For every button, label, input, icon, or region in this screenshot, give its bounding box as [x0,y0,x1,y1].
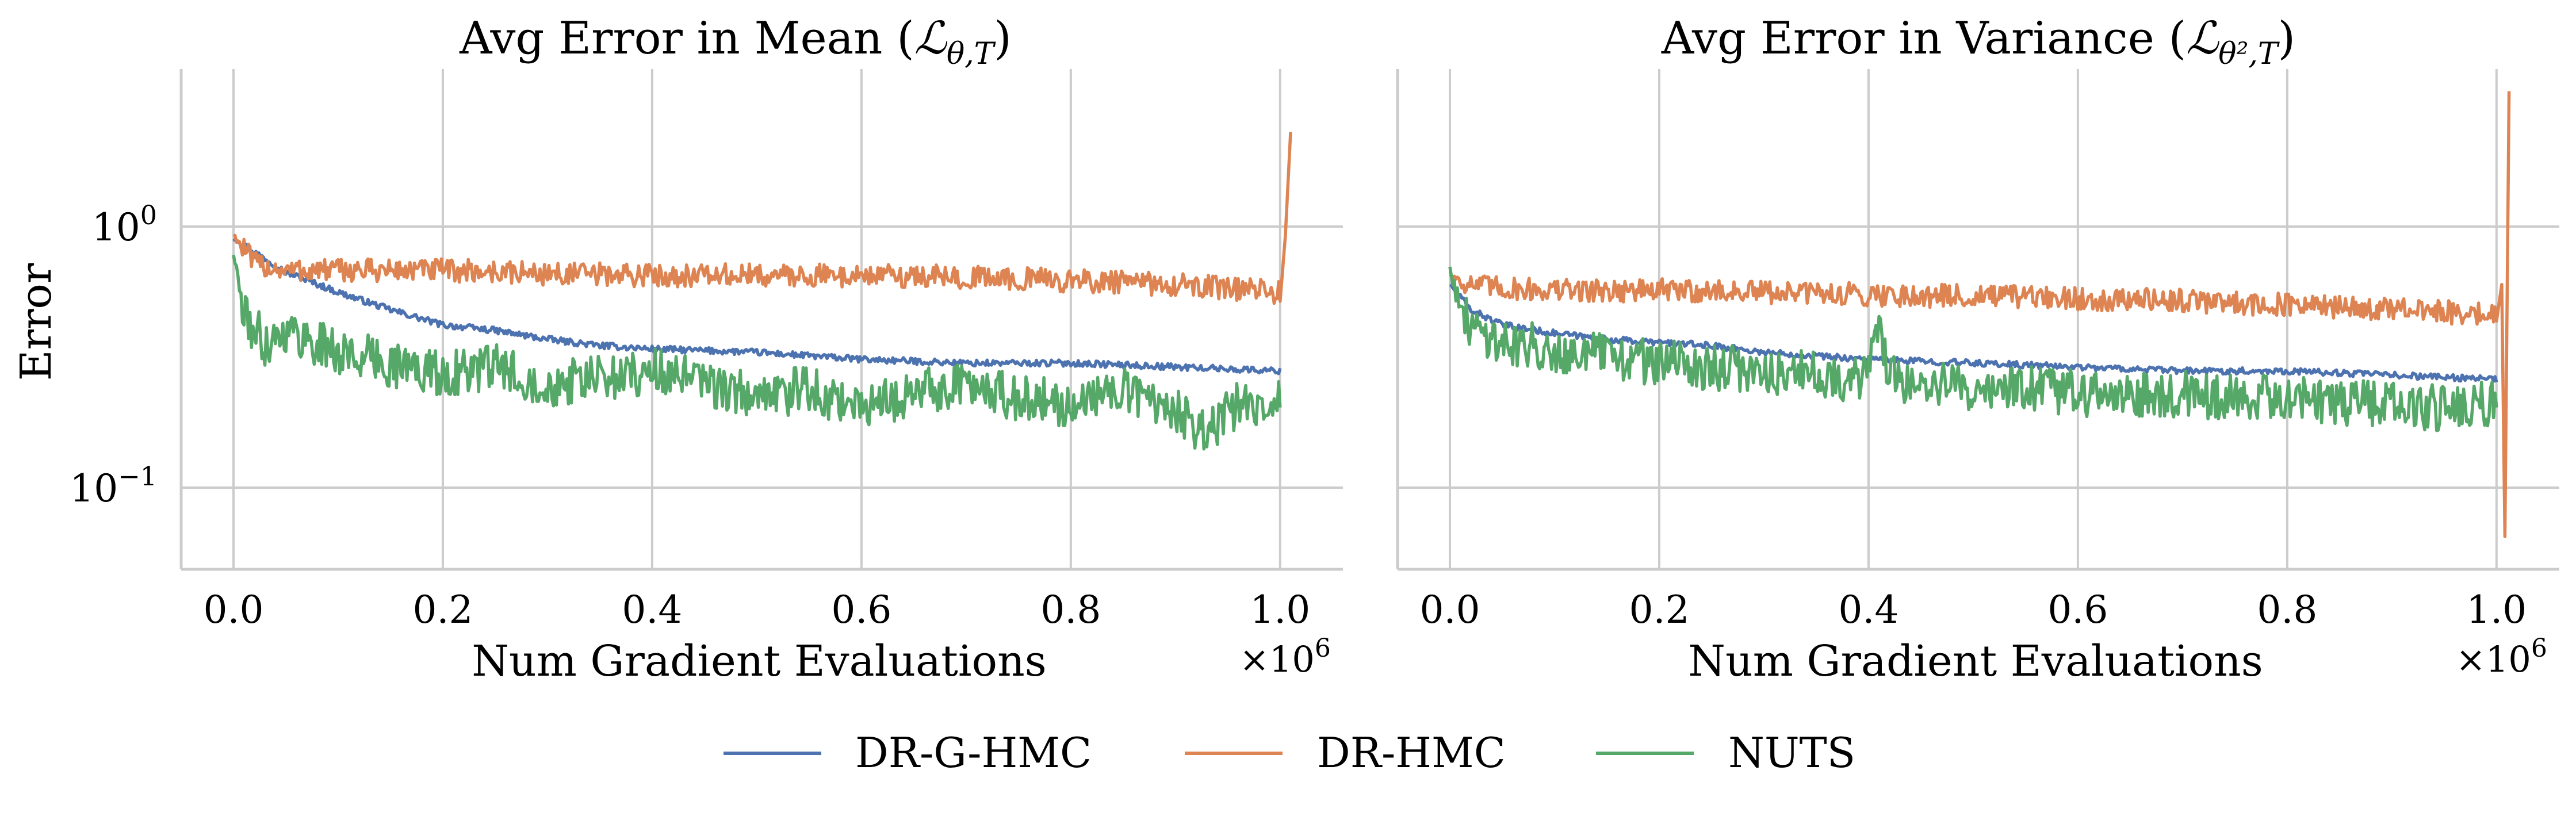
series-line-dr-g-hmc [232,237,1282,375]
x-axis-label-variance: Num Gradient Evaluations [1688,637,2263,686]
x-tick-label: 0.8 [2257,588,2317,632]
x-tick-label: 0.4 [1838,588,1898,632]
x-tick-label: 0.0 [204,588,264,632]
legend: DR-G-HMC DR-HMC NUTS [724,729,1855,777]
series-line-dr-g-hmc [1449,283,2498,383]
x-tick-label: 0.8 [1040,588,1101,632]
panel-title-variance: Avg Error in Variance (ℒθ²,T) [1661,13,2295,71]
series-line-dr-hmc [1449,91,2511,538]
series-line-nuts [1448,266,2498,432]
plot-area-mean: 0.0 0.2 0.4 0.6 0.8 1.0 [179,69,1343,632]
legend-label-dr-g-hmc: DR-G-HMC [855,729,1092,777]
x-offset-mean: ×106 [1239,634,1331,680]
series-line-nuts [232,254,1282,451]
series-line-dr-hmc [232,132,1292,305]
x-offset-variance: ×106 [2456,634,2547,680]
panel-title-mean: Avg Error in Mean (ℒθ,T) [459,13,1012,71]
x-tick-label: 0.6 [831,588,891,632]
x-tick-label: 0.6 [2047,588,2108,632]
x-tick-label: 0.0 [1420,588,1480,632]
legend-label-nuts: NUTS [1728,729,1855,777]
x-tick-label: 0.4 [622,588,682,632]
plot-area-variance: 0.0 0.2 0.4 0.6 0.8 1.0 [1396,69,2559,632]
x-tick-label: 0.2 [1629,588,1689,632]
y-tick-label: 10−1 [70,461,157,511]
x-axis-label-mean: Num Gradient Evaluations [472,637,1046,686]
y-axis-label: Error [12,263,61,381]
y-tick-label: 100 [92,200,157,250]
x-tick-label: 0.2 [412,588,473,632]
x-tick-label: 1.0 [2466,588,2527,632]
legend-label-dr-hmc: DR-HMC [1317,729,1506,777]
x-tick-label: 1.0 [1250,588,1310,632]
